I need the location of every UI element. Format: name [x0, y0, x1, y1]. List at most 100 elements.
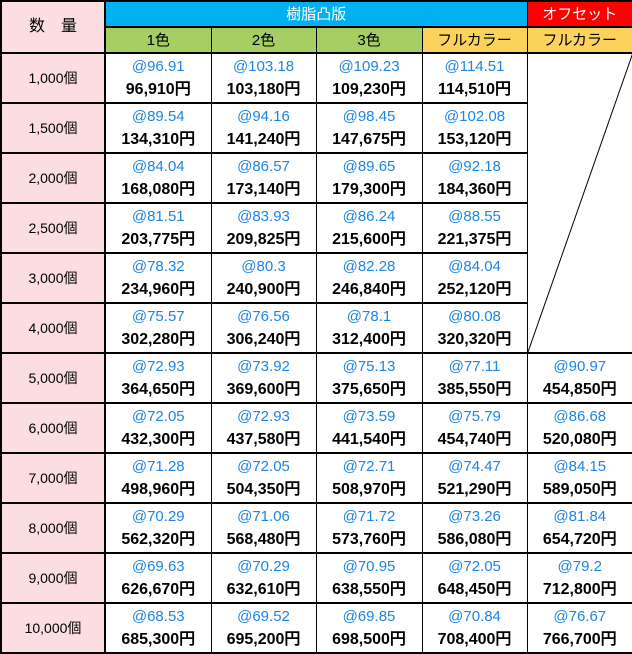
unit-price: @109.23 [338, 58, 400, 75]
unit-price: @75.13 [342, 358, 396, 375]
unit-price: @81.51 [131, 208, 185, 225]
unit-price: @84.04 [131, 158, 185, 175]
price-cell: @81.84 654,720円 [526, 502, 632, 554]
unit-price: @103.18 [232, 58, 295, 75]
subheader-fullcolor: フルカラー [421, 26, 528, 54]
unit-price: @71.28 [131, 458, 185, 475]
price-cell: @72.05 504,350円 [210, 452, 317, 504]
total-price: 498,960円 [121, 481, 196, 498]
total-price: 708,400円 [437, 631, 512, 648]
quantity-column-header: 数 量 [0, 0, 106, 54]
total-price: 504,350円 [226, 481, 301, 498]
table-row: 5,000個 @72.93 364,650円 @73.92 369,600円 @75.13… [0, 352, 632, 404]
unit-price: @78.32 [131, 258, 185, 275]
total-price: 432,300円 [121, 431, 196, 448]
total-price: 364,650円 [121, 381, 196, 398]
price-cell: @69.52 695,200円 [210, 602, 317, 654]
quantity-cell: 1,500個 [0, 102, 106, 154]
total-price: 638,550円 [332, 581, 406, 598]
total-price: 240,900円 [226, 281, 301, 298]
price-cell: @78.32 234,960円 [104, 252, 212, 304]
price-cell: @68.53 685,300円 [104, 602, 212, 654]
unit-price: @69.85 [342, 608, 396, 625]
quantity-cell: 1,000個 [0, 52, 106, 104]
subheader-row: 1色 2色 3色 フルカラー フルカラー [1, 26, 632, 54]
unit-price: @79.2 [557, 558, 602, 575]
total-price: 712,800円 [542, 581, 617, 598]
subheader-3color: 3色 [315, 26, 423, 54]
unit-price: @71.72 [342, 508, 396, 525]
table-row: 3,000個 @78.32 234,960円 @80.3 240,900円 @82.28 2… [0, 252, 632, 304]
price-cell: @70.84 708,400円 [421, 602, 528, 654]
total-price: 632,610円 [226, 581, 301, 598]
unit-price: @83.93 [237, 208, 290, 225]
price-cell: @114.51 114,510円 [421, 52, 528, 104]
subheader-offset-fullcolor: フルカラー [526, 26, 632, 54]
price-cell: @71.06 568,480円 [210, 502, 317, 554]
unit-price: @70.95 [342, 558, 396, 575]
unit-price: @94.16 [237, 108, 290, 125]
unit-price: @69.63 [131, 558, 185, 575]
total-price: 302,280円 [121, 331, 196, 348]
price-cell: @103.18 103,180円 [210, 52, 317, 104]
price-cell: @82.28 246,840円 [315, 252, 423, 304]
price-cell: @69.85 698,500円 [315, 602, 423, 654]
table-row: 2,000個 @84.04 168,080円 @86.57 173,140円 @89.65… [0, 152, 632, 204]
unit-price: @69.52 [237, 608, 290, 625]
quantity-cell: 7,000個 [0, 452, 106, 504]
price-cell: @73.26 586,080円 [421, 502, 528, 554]
unit-price: @98.45 [342, 108, 396, 125]
price-cell: @81.51 203,775円 [104, 202, 212, 254]
unit-price: @80.3 [241, 258, 286, 275]
price-cell: @89.54 134,310円 [104, 102, 212, 154]
total-price: 221,375円 [437, 231, 512, 248]
total-price: 573,760円 [332, 531, 406, 548]
price-cell: @72.93 364,650円 [104, 352, 212, 404]
price-cell: @86.24 215,600円 [315, 202, 423, 254]
price-cell: @86.68 520,080円 [526, 402, 632, 454]
diagonal-line [528, 54, 632, 352]
unit-price: @72.93 [237, 408, 290, 425]
price-cell: @102.08 153,120円 [421, 102, 528, 154]
total-price: 385,550円 [437, 381, 512, 398]
unit-price: @72.05 [237, 458, 290, 475]
unit-price: @90.97 [553, 358, 607, 375]
price-cell: @78.1 312,400円 [315, 302, 423, 354]
total-price: 246,840円 [332, 281, 406, 298]
total-price: 203,775円 [121, 231, 196, 248]
price-cell: @72.93 437,580円 [210, 402, 317, 454]
total-price: 698,500円 [332, 631, 406, 648]
total-price: 179,300円 [332, 181, 406, 198]
total-price: 766,700円 [542, 631, 617, 648]
total-price: 184,360円 [437, 181, 512, 198]
total-price: 685,300円 [121, 631, 196, 648]
table-row: 7,000個 @71.28 498,960円 @72.05 504,350円 @72.71… [0, 452, 632, 504]
total-price: 437,580円 [226, 431, 301, 448]
total-price: 252,120円 [437, 281, 512, 298]
price-cell: @72.05 432,300円 [104, 402, 212, 454]
total-price: 568,480円 [226, 531, 301, 548]
total-price: 375,650円 [332, 381, 406, 398]
table-row: 6,000個 @72.05 432,300円 @72.93 437,580円 @73.59… [0, 402, 632, 454]
price-cell: @80.08 320,320円 [421, 302, 528, 354]
total-price: 586,080円 [437, 531, 512, 548]
price-cell: @76.67 766,700円 [526, 602, 632, 654]
unit-price: @73.26 [448, 508, 501, 525]
total-price: 520,080円 [542, 431, 617, 448]
price-cell: @71.28 498,960円 [104, 452, 212, 504]
price-cell: @79.2 712,800円 [526, 552, 632, 604]
unit-price: @96.91 [131, 58, 185, 75]
total-price: 320,320円 [437, 331, 512, 348]
price-cell: @76.56 306,240円 [210, 302, 317, 354]
total-price: 215,600円 [332, 231, 406, 248]
total-price: 103,180円 [226, 81, 301, 98]
total-price: 312,400円 [332, 331, 406, 348]
unit-price: @73.92 [237, 358, 290, 375]
price-cell: @84.15 589,050円 [526, 452, 632, 504]
price-cell: @70.29 562,320円 [104, 502, 212, 554]
price-cell: @71.72 573,760円 [315, 502, 423, 554]
offset-group-header: オフセット [526, 0, 632, 28]
total-price: 654,720円 [542, 531, 617, 548]
price-cell: @90.97 454,850円 [526, 352, 632, 404]
table-header: 数 量 樹脂凸版 オフセット 1色 2色 3色 フルカラー フルカラー [0, 0, 632, 54]
